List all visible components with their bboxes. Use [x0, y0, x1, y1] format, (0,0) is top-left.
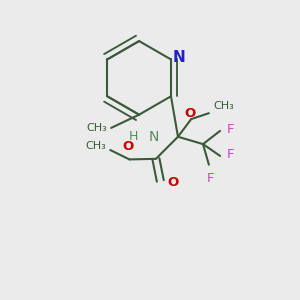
Text: F: F	[226, 123, 234, 136]
Text: O: O	[184, 107, 195, 120]
Text: H: H	[129, 130, 138, 143]
Text: F: F	[207, 172, 214, 185]
Text: N: N	[173, 50, 186, 65]
Text: F: F	[226, 148, 234, 161]
Text: O: O	[168, 176, 179, 189]
Text: CH₃: CH₃	[87, 123, 108, 133]
Text: CH₃: CH₃	[85, 142, 106, 152]
Text: CH₃: CH₃	[213, 101, 234, 111]
Text: O: O	[122, 140, 134, 153]
Text: N: N	[148, 130, 159, 144]
